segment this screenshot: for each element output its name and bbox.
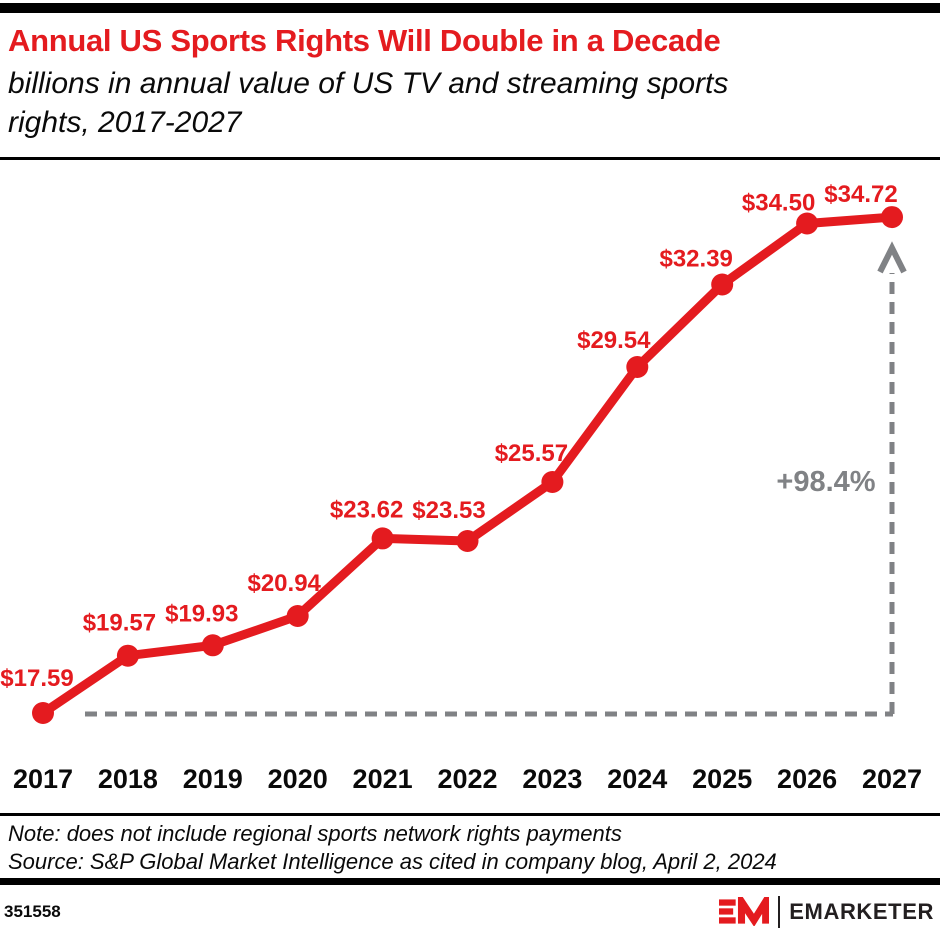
data-point-2025 (711, 273, 734, 296)
year-label-2019: 2019 (183, 764, 243, 794)
source-line: Source: S&P Global Market Intelligence a… (8, 849, 777, 874)
value-label-2020: $20.94 (247, 570, 321, 597)
sports-rights-line-chart: +98.4% $17.59 2017 $19.57 2018 $19.93 2019 $20.… (0, 181, 922, 794)
data-point-2018 (116, 644, 139, 667)
year-label-2025: 2025 (692, 764, 752, 794)
chart-page: Annual US Sports Rights Will Double in a… (0, 3, 940, 941)
arrow-head-icon (877, 241, 907, 274)
line-series (38, 212, 897, 718)
value-label-2021: $23.62 (330, 496, 403, 523)
separator-bar (0, 878, 940, 885)
chart-header: Annual US Sports Rights Will Double in a… (0, 13, 940, 160)
footnote-block: Note: does not include regional sports n… (0, 813, 940, 878)
year-label-2017: 2017 (13, 764, 73, 794)
chart-id: 351558 (4, 901, 61, 921)
logo-divider (778, 895, 781, 928)
value-label-2023: $25.57 (495, 440, 568, 467)
value-label-2027: $34.72 (824, 181, 897, 208)
note-line: Note: does not include regional sports n… (8, 821, 622, 846)
brand-wordmark: EMARKETER (789, 898, 934, 924)
year-label-2022: 2022 (437, 764, 497, 794)
data-point-2022 (456, 530, 479, 552)
chart-subtitle-line1: billions in annual value of US TV and st… (8, 67, 729, 100)
year-label-2020: 2020 (268, 764, 328, 794)
chart-subtitle: billions in annual value of US TV and st… (8, 64, 918, 142)
page-footer: 351558 EMARKETER (0, 885, 940, 938)
value-label-2018: $19.57 (83, 610, 156, 637)
year-label-2021: 2021 (353, 764, 413, 794)
value-label-2019: $19.93 (165, 600, 238, 627)
data-point-2021 (371, 527, 394, 550)
value-label-2022: $23.53 (412, 497, 485, 524)
year-label-2026: 2026 (777, 764, 837, 794)
year-label-2027: 2027 (862, 764, 922, 794)
chart-subtitle-line2: rights, 2017-2027 (8, 106, 242, 139)
data-point-2024 (626, 356, 649, 378)
year-label-2018: 2018 (98, 764, 158, 794)
value-label-2026: $34.50 (742, 190, 815, 217)
value-label-2024: $29.54 (577, 327, 651, 354)
data-point-2020 (286, 605, 309, 627)
year-label-2024: 2024 (607, 764, 667, 794)
year-label-2023: 2023 (522, 764, 582, 794)
top-black-bar (0, 3, 940, 13)
emarketer-logo: EMARKETER (719, 895, 934, 928)
chart-title: Annual US Sports Rights Will Double in a… (8, 23, 721, 58)
data-point-2027 (881, 206, 903, 229)
value-label-2025: $32.39 (659, 246, 732, 273)
em-monogram-icon (719, 897, 770, 926)
value-label-2017: $17.59 (0, 665, 73, 692)
data-point-2019 (201, 634, 224, 657)
data-point-2023 (541, 471, 564, 493)
growth-annotation: +98.4% (776, 466, 875, 498)
data-point-2017 (32, 702, 54, 724)
data-point-2026 (796, 212, 819, 235)
chart-canvas: +98.4% $17.59 2017 $19.57 2018 $19.93 2019 $20.… (0, 160, 940, 813)
